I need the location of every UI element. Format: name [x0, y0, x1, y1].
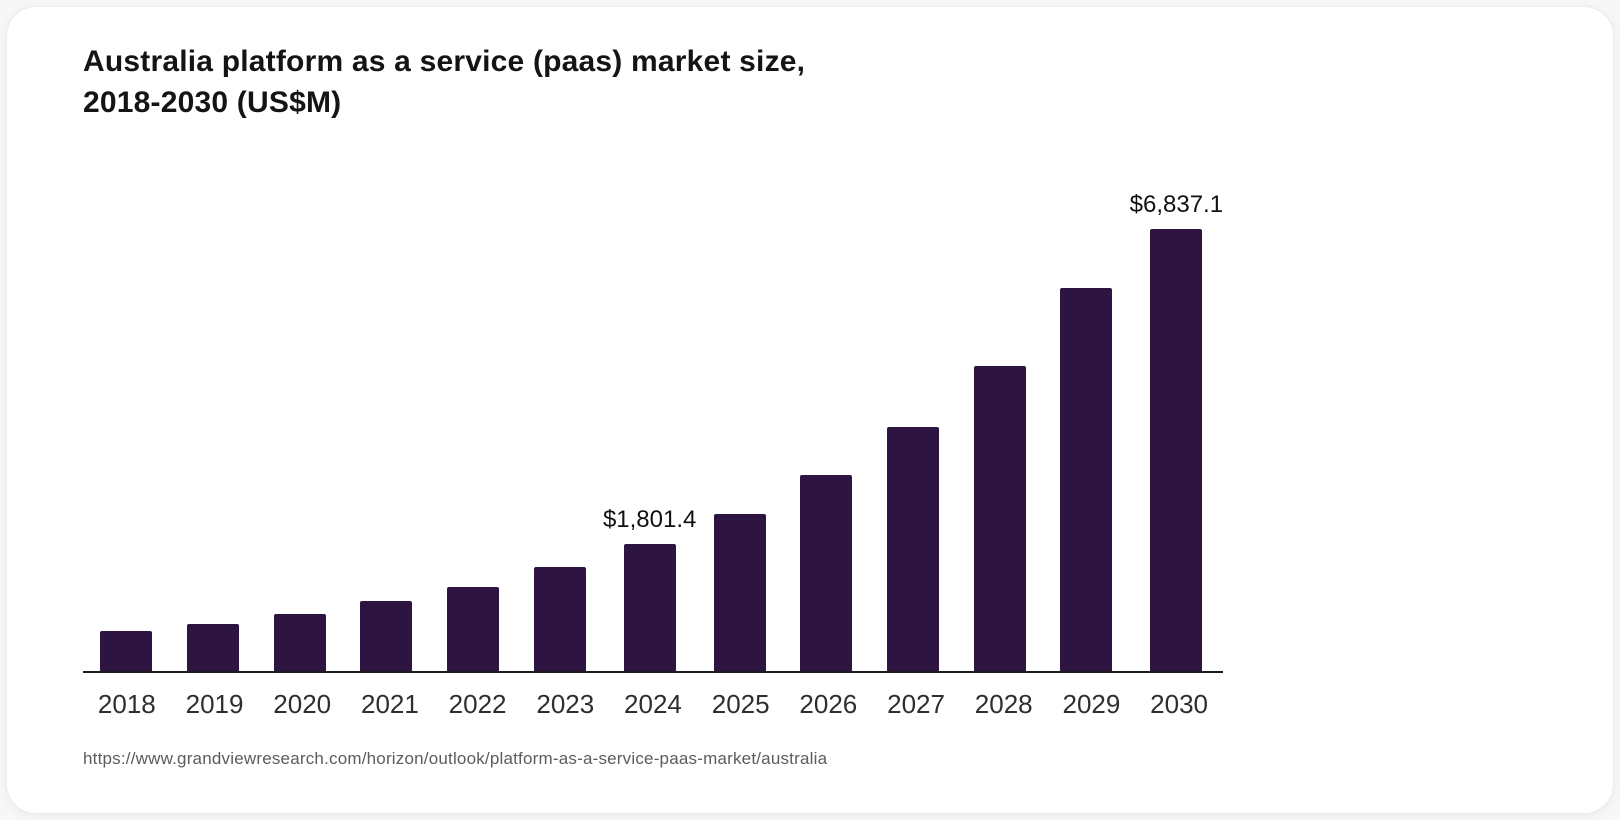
bar-2024	[623, 544, 676, 671]
x-tick-label: 2021	[360, 689, 419, 719]
bar-slot: $6,837.1	[1130, 191, 1223, 671]
x-tick-label: 2022	[448, 689, 507, 719]
bar-value-label: $1,801.4	[602, 506, 697, 533]
x-tick-label: 2024	[624, 689, 682, 719]
bar-slot	[516, 191, 603, 671]
x-tick-label: 2030	[1150, 689, 1209, 719]
bar-slot	[783, 191, 870, 671]
bar-slot	[343, 191, 430, 671]
bar-slot	[1043, 191, 1130, 671]
bar-2025	[713, 514, 766, 671]
bar-slot	[256, 191, 343, 671]
bar-2018	[100, 631, 153, 671]
bar-chart: $1,801.4 $6,837.1 2018 2019 2020 2021 2022 202…	[83, 191, 1223, 720]
bars: $1,801.4 $6,837.1	[83, 191, 1223, 673]
bar-2021	[360, 601, 413, 671]
x-tick-label: 2025	[711, 689, 770, 719]
x-tick-label: 2018	[97, 689, 156, 719]
bar-2023	[533, 567, 586, 671]
bar-slot	[696, 191, 783, 671]
bar-2019	[186, 624, 239, 671]
bar-slot: $1,801.4	[603, 191, 696, 671]
bar-2022	[446, 587, 499, 671]
x-tick-label: 2020	[273, 689, 332, 719]
bar-slot	[83, 191, 170, 671]
source-url: https://www.grandviewresearch.com/horizo…	[83, 749, 828, 768]
x-tick-label: 2026	[799, 689, 858, 719]
x-tick-label: 2027	[887, 689, 945, 719]
bar-2026	[800, 475, 853, 671]
chart-title: Australia platform as a service (paas) m…	[83, 41, 1023, 124]
chart-title-line-1: Australia platform as a service (paas) m…	[83, 45, 806, 78]
bar-2029	[1060, 288, 1113, 671]
bar-slot	[956, 191, 1043, 671]
bar-2020	[273, 614, 326, 671]
bar-slot	[430, 191, 517, 671]
x-tick-label: 2019	[185, 689, 244, 719]
bar-2028	[973, 366, 1026, 671]
x-tick-label: 2029	[1062, 689, 1121, 719]
chart-card: Australia platform as a service (paas) m…	[6, 6, 1614, 814]
x-axis-labels: 2018 2019 2020 2021 2022 2023 2024 2025 2026 2027…	[83, 689, 1223, 720]
x-tick-label: 2028	[974, 689, 1033, 719]
bar-slot	[870, 191, 957, 671]
bar-2030	[1150, 229, 1203, 671]
bar-2027	[887, 427, 939, 671]
bar-value-label: $6,837.1	[1129, 191, 1224, 218]
bar-slot	[170, 191, 257, 671]
chart-title-line-2: 2018-2030 (US$M)	[83, 86, 342, 120]
x-tick-label: 2023	[536, 689, 595, 719]
